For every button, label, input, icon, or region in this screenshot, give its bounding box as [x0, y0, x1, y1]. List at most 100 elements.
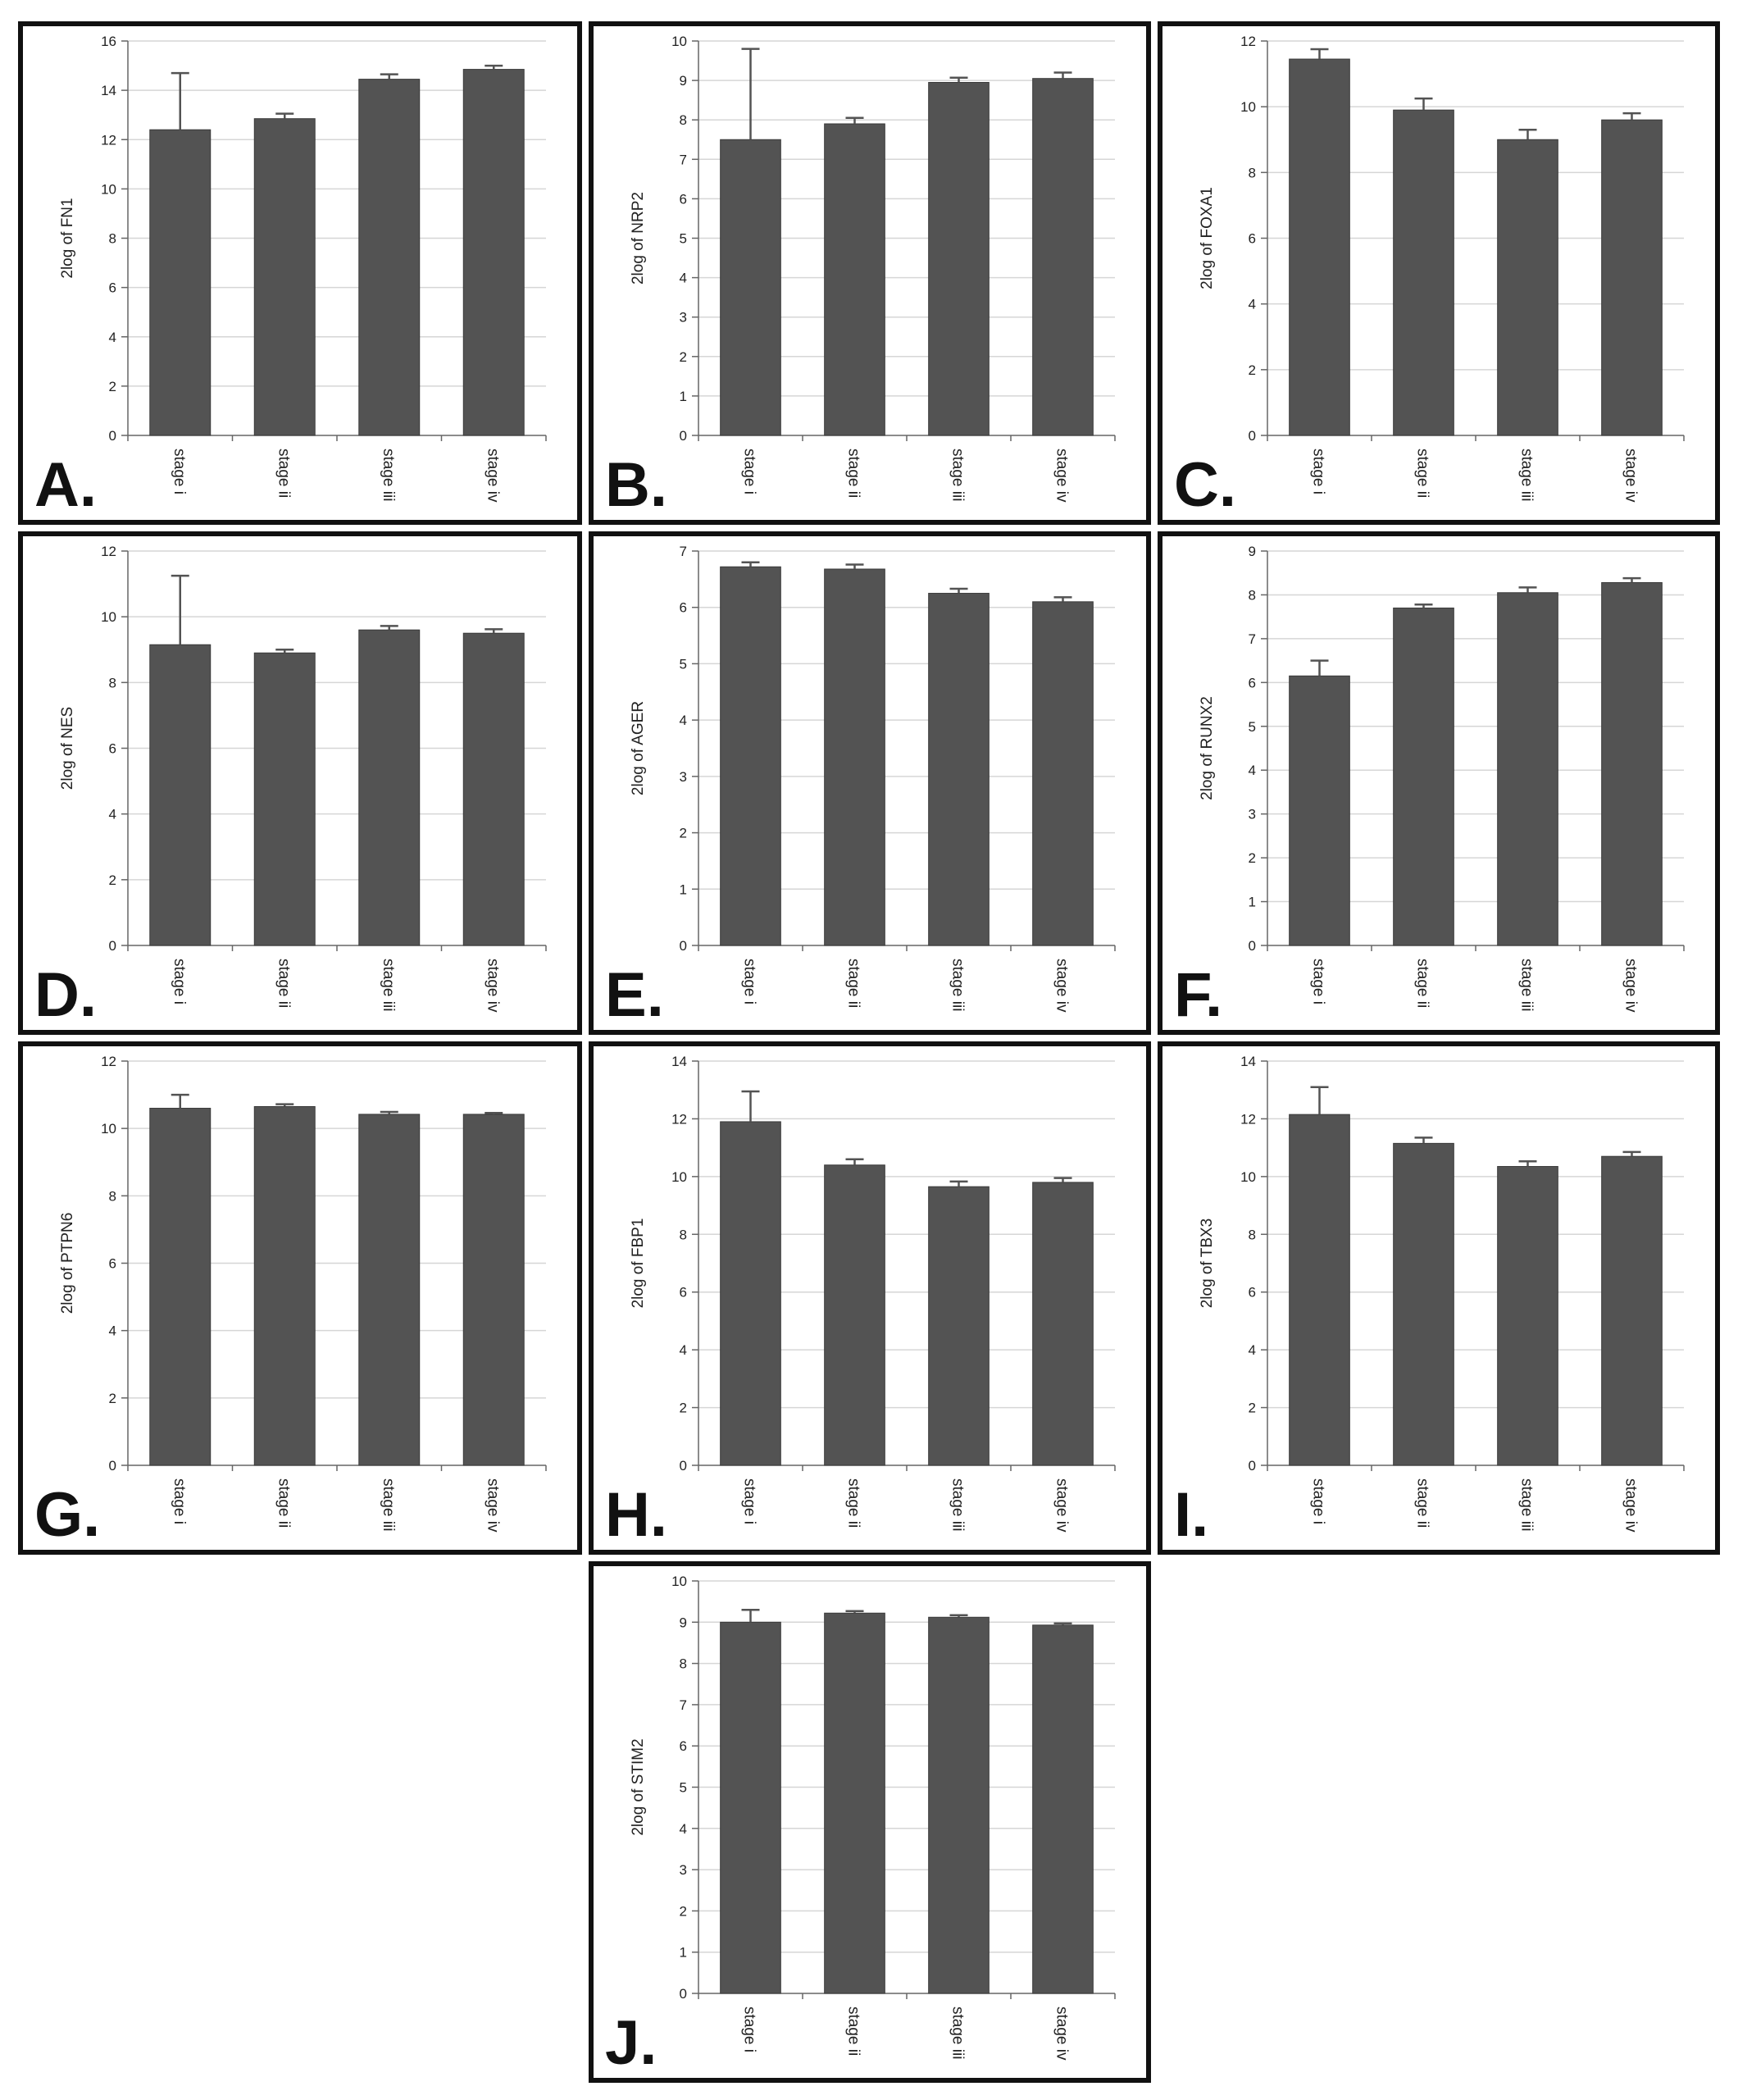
- y-tick-label: 4: [1249, 297, 1256, 312]
- y-tick-label: 5: [1249, 719, 1256, 735]
- panel-letter: D.: [34, 960, 97, 1030]
- y-tick-label: 0: [680, 1986, 687, 2002]
- y-tick-label: 10: [101, 609, 116, 625]
- bar: [1032, 1624, 1094, 1994]
- bar: [358, 1114, 421, 1466]
- y-tick-label: 14: [1240, 1054, 1256, 1069]
- bar: [928, 1186, 990, 1466]
- bar: [253, 118, 316, 436]
- bar-chart: 0 1 2 3 4 5 6 7 2log of AGER stage i stage ii stage…: [630, 544, 1116, 1013]
- x-tick-label: stage i: [741, 2007, 758, 2052]
- bar-chart: 0 2 4 6 8 10 12 2log of PTPN6 stage i stage ii sta…: [59, 1054, 547, 1533]
- y-tick-label: 0: [1249, 1458, 1256, 1474]
- x-tick-label: stage iv: [1053, 959, 1071, 1013]
- bar: [1393, 1142, 1454, 1466]
- y-tick-label: 0: [680, 428, 687, 444]
- bar: [1497, 592, 1558, 946]
- x-tick-label: stage i: [171, 449, 188, 494]
- panel-c: 0 2 4 6 8 10 12 2log of FOXA1 stage i stage ii sta…: [1158, 21, 1720, 525]
- x-tick-label: stage i: [741, 959, 758, 1004]
- x-tick-label: stage iv: [1622, 959, 1640, 1013]
- y-tick-label: 6: [680, 1738, 687, 1754]
- y-tick-label: 7: [1249, 631, 1256, 647]
- x-tick-label: stage iv: [1622, 449, 1640, 503]
- bar: [149, 644, 212, 946]
- y-tick-label: 4: [1249, 763, 1256, 778]
- y-tick-label: 2: [109, 1391, 116, 1406]
- y-tick-label: 1: [680, 1945, 687, 1961]
- panel-a: 0 2 4 6 8 10 12 14 16 2log of FN1 stage i stage ii s…: [18, 21, 582, 525]
- y-tick-label: 8: [1249, 587, 1256, 603]
- y-tick-label: 2: [109, 379, 116, 394]
- y-tick-label: 9: [680, 73, 687, 89]
- y-tick-label: 4: [109, 1323, 116, 1339]
- panel-f: 0 1 2 3 4 5 6 7 8 9 2log of RUNX2 stage i stage ii st…: [1158, 531, 1720, 1035]
- y-tick-label: 0: [680, 1458, 687, 1474]
- y-axis-label: 2log of AGER: [630, 701, 647, 795]
- x-tick-label: stage iii: [949, 1478, 967, 1531]
- y-tick-label: 1: [680, 389, 687, 404]
- y-tick-label: 8: [680, 1656, 687, 1672]
- y-tick-label: 14: [671, 1054, 687, 1069]
- bar: [928, 82, 990, 436]
- panel-letter: B.: [605, 450, 667, 520]
- y-axis-label: 2log of STIM2: [630, 1738, 647, 1835]
- bar: [720, 1621, 781, 1994]
- y-tick-label: 0: [109, 428, 116, 444]
- bar: [358, 79, 421, 436]
- y-tick-label: 6: [1249, 675, 1256, 690]
- bar: [928, 593, 990, 946]
- y-tick-label: 8: [680, 1227, 687, 1242]
- bar: [358, 629, 421, 946]
- y-tick-label: 3: [1249, 807, 1256, 822]
- bar-chart: 0 2 4 6 8 10 12 2log of NES stage i stage ii stage…: [59, 544, 547, 1013]
- y-tick-label: 4: [1249, 1342, 1256, 1358]
- y-tick-label: 10: [101, 1121, 116, 1137]
- x-tick-label: stage iii: [1518, 449, 1536, 501]
- x-tick-label: stage iii: [949, 449, 967, 501]
- bar: [462, 1114, 525, 1466]
- y-axis-label: 2log of PTPN6: [59, 1213, 76, 1314]
- panel-letter: F.: [1174, 960, 1223, 1030]
- y-tick-label: 2: [1249, 1401, 1256, 1416]
- x-tick-label: stage iii: [949, 2007, 967, 2059]
- y-tick-label: 2: [109, 872, 116, 888]
- bar-chart: 0 2 4 6 8 10 12 14 2log of FBP1 stage i stage ii st…: [630, 1054, 1116, 1533]
- y-tick-label: 6: [1249, 1285, 1256, 1301]
- y-axis-label: 2log of TBX3: [1199, 1219, 1216, 1309]
- y-axis-label: 2log of FOXA1: [1199, 187, 1216, 289]
- bar: [1032, 78, 1094, 436]
- panel-h: 0 2 4 6 8 10 12 14 2log of FBP1 stage i stage ii st…: [589, 1041, 1151, 1555]
- y-tick-label: 6: [680, 191, 687, 207]
- y-tick-label: 8: [1249, 1227, 1256, 1242]
- y-tick-label: 12: [101, 1054, 116, 1069]
- y-tick-label: 6: [1249, 231, 1256, 247]
- bar: [824, 568, 885, 946]
- y-tick-label: 2: [680, 826, 687, 841]
- x-tick-label: stage iv: [484, 449, 501, 503]
- y-tick-label: 5: [680, 231, 687, 247]
- x-tick-label: stage ii: [275, 449, 292, 498]
- panel-g: 0 2 4 6 8 10 12 2log of PTPN6 stage i stage ii sta…: [18, 1041, 582, 1555]
- bar: [462, 69, 525, 436]
- y-tick-label: 6: [680, 600, 687, 616]
- bar: [1289, 675, 1350, 946]
- y-axis-label: 2log of FBP1: [630, 1219, 647, 1309]
- bar-chart: 0 1 2 3 4 5 6 7 8 9 2log of RUNX2 stage i stage ii st…: [1199, 544, 1685, 1013]
- x-tick-label: stage ii: [1414, 449, 1431, 498]
- x-tick-label: stage ii: [845, 2007, 862, 2056]
- x-tick-label: stage iii: [1518, 1478, 1536, 1531]
- x-tick-label: stage ii: [845, 449, 862, 498]
- x-tick-label: stage iii: [380, 449, 397, 501]
- y-tick-label: 3: [680, 1862, 687, 1878]
- bar: [928, 1616, 990, 1994]
- x-tick-label: stage iv: [1053, 1478, 1071, 1533]
- y-tick-label: 16: [101, 34, 116, 49]
- y-axis-label: 2log of NES: [59, 707, 76, 790]
- x-tick-label: stage iii: [1518, 959, 1536, 1011]
- panel-letter: E.: [605, 960, 664, 1030]
- y-tick-label: 10: [1240, 1169, 1256, 1185]
- y-tick-label: 4: [680, 1821, 687, 1837]
- y-tick-label: 8: [109, 1188, 116, 1204]
- y-tick-label: 8: [109, 231, 116, 247]
